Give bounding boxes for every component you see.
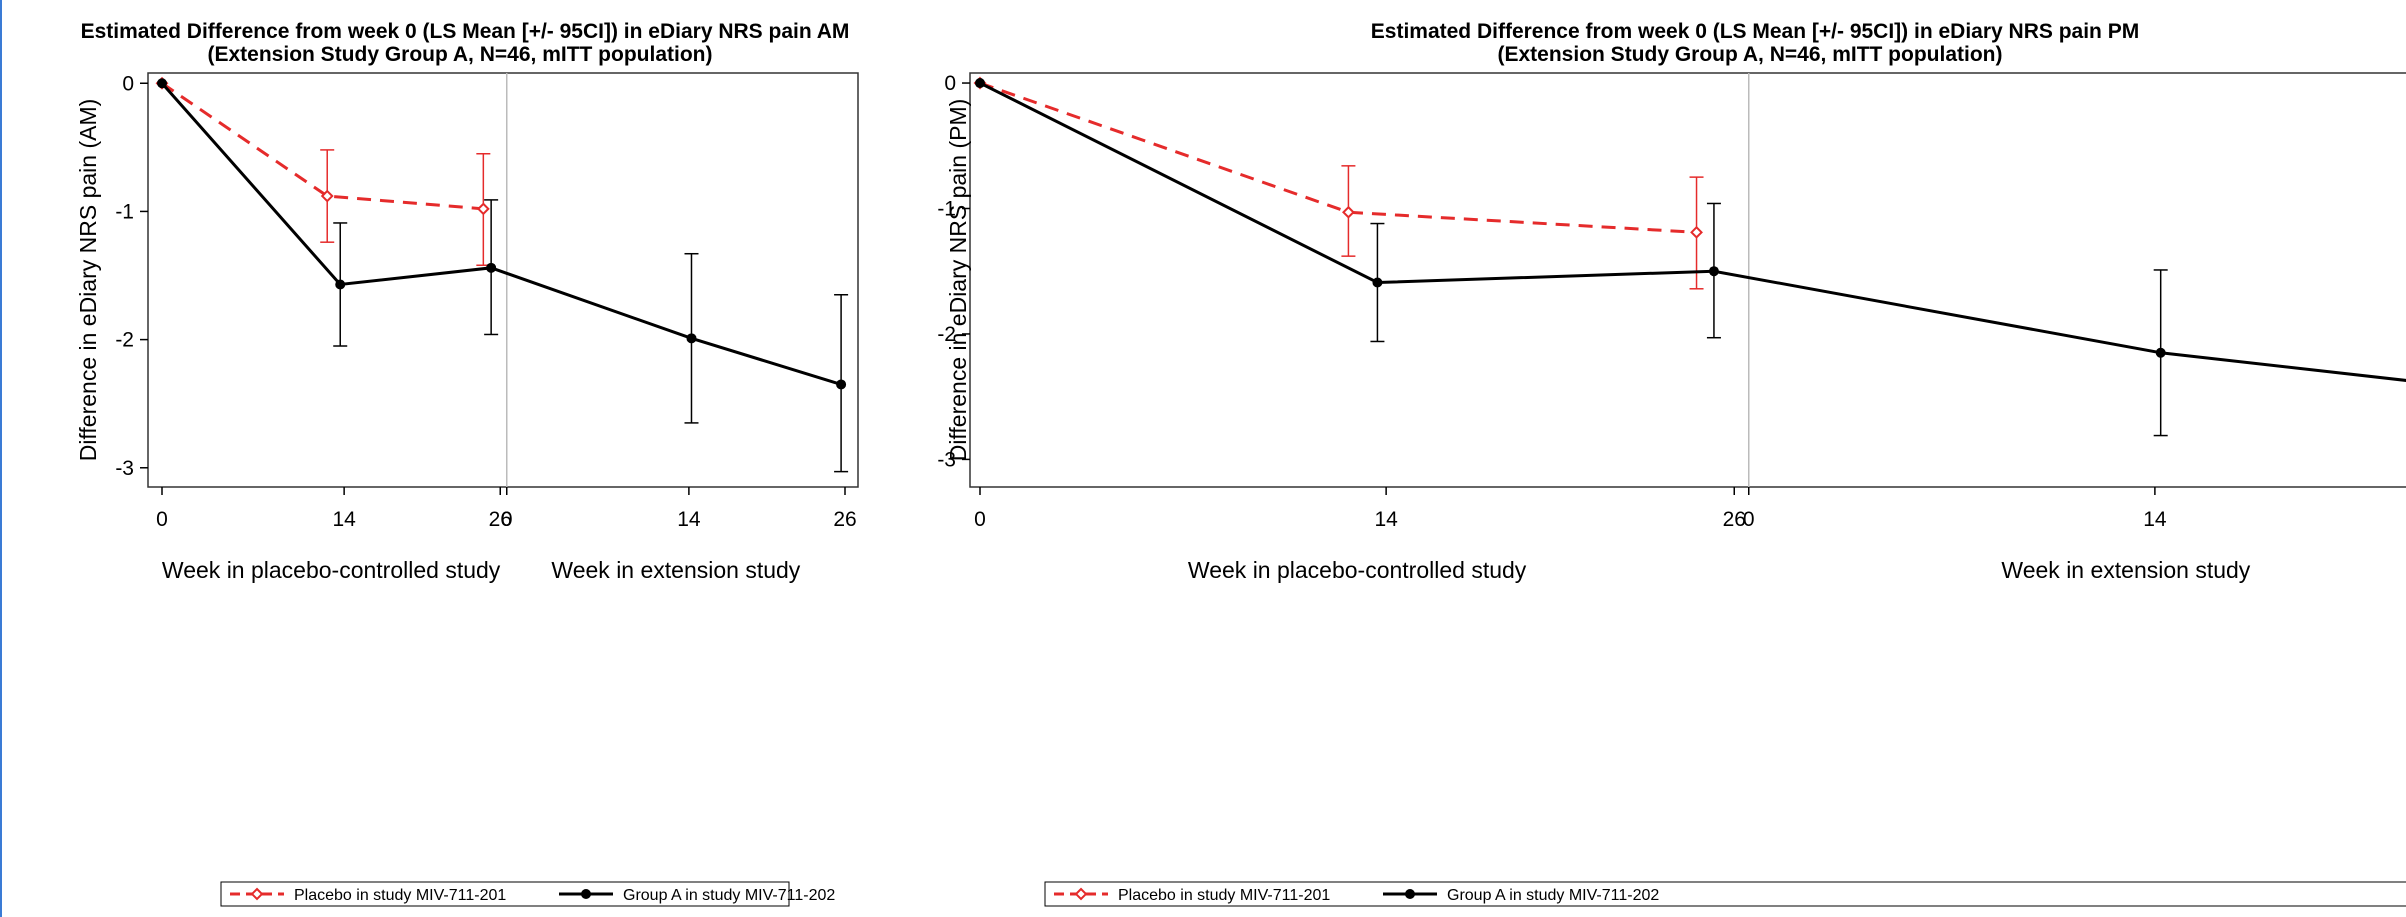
data-point-diamond [1690, 225, 1703, 239]
series-line-placebo [161, 82, 484, 211]
data-point-circle [335, 279, 346, 290]
data-point-circle [486, 262, 497, 273]
y-tick-label: -1 [115, 200, 134, 223]
x-tick-label: 0 [501, 508, 513, 531]
y-tick-label: -3 [937, 448, 956, 471]
series-line-placebo [979, 81, 1697, 234]
y-tick-label: -2 [115, 329, 134, 352]
legend-label-placebo: Placebo in study MIV-711-201 [294, 887, 506, 904]
chart-title: Estimated Difference from week 0 (LS Mea… [81, 20, 850, 43]
chart-svg-1: Estimated Difference from week 0 (LS Mea… [937, 20, 2406, 907]
x-tick-label: 0 [156, 508, 168, 531]
data-point-diamond [1342, 205, 1355, 219]
legend-box [220, 881, 790, 907]
y-tick-label: 0 [944, 72, 956, 95]
data-point-circle [1708, 266, 1719, 277]
data-point-circle [1372, 277, 1383, 288]
data-point-circle [2155, 347, 2166, 358]
y-tick-label: 0 [122, 72, 134, 95]
chart-subtitle: (Extension Study Group A, N=46, mITT pop… [1498, 43, 2003, 66]
x-tick-label: 26 [833, 508, 856, 531]
x-axis-label-placebo-study: Week in placebo-controlled study [162, 557, 501, 583]
chart-svg-0: Estimated Difference from week 0 (LS Mea… [75, 20, 859, 907]
x-tick-label: 0 [974, 508, 986, 531]
x-axis-label-placebo-study: Week in placebo-controlled study [1188, 557, 1527, 583]
legend-label-group-a: Group A in study MIV-711-202 [623, 887, 835, 904]
legend-label-group-a: Group A in study MIV-711-202 [1447, 887, 1659, 904]
data-point-circle [975, 78, 985, 89]
x-tick-label: 14 [332, 508, 356, 531]
legend-marker-placebo [250, 887, 264, 901]
y-axis-label: Difference in eDiary NRS pain (PM) [945, 99, 971, 462]
x-tick-label: 14 [2143, 508, 2167, 531]
chart-title: Estimated Difference from week 0 (LS Mea… [1371, 20, 2139, 43]
data-point-circle [157, 78, 167, 89]
y-tick-label: -2 [937, 323, 956, 346]
chart-subtitle: (Extension Study Group A, N=46, mITT pop… [208, 43, 713, 66]
y-tick-label: -1 [937, 197, 956, 220]
data-point-circle [836, 379, 847, 390]
series-line-group-a [160, 82, 842, 386]
x-tick-label: 14 [1374, 508, 1398, 531]
x-tick-label: 26 [1723, 508, 1746, 531]
legend-box [1044, 881, 2406, 907]
data-point-diamond [320, 189, 334, 203]
chart-panel-pm: Estimated Difference from week 0 (LS Mea… [870, 0, 2406, 917]
x-axis-label-extension-study: Week in extension study [2001, 557, 2250, 583]
series-line-group-a [979, 81, 2406, 382]
legend-marker-placebo [1074, 887, 1088, 901]
legend-marker-group-a [581, 889, 591, 899]
legend-marker-group-a [1405, 889, 1415, 899]
chart-panel-am: Estimated Difference from week 0 (LS Mea… [0, 0, 900, 917]
x-tick-label: 0 [1743, 508, 1755, 531]
data-point-circle [686, 333, 697, 344]
plot-frame [969, 72, 2406, 488]
left-edge-rule [0, 0, 2, 917]
x-axis-label-extension-study: Week in extension study [551, 557, 800, 583]
data-point-diamond [476, 202, 490, 216]
plot-frame [147, 72, 859, 488]
x-tick-label: 26 [489, 508, 512, 531]
x-tick-label: 14 [677, 508, 701, 531]
y-axis-label: Difference in eDiary NRS pain (AM) [75, 99, 101, 462]
y-tick-label: -3 [115, 457, 134, 480]
legend-label-placebo: Placebo in study MIV-711-201 [1118, 887, 1330, 904]
